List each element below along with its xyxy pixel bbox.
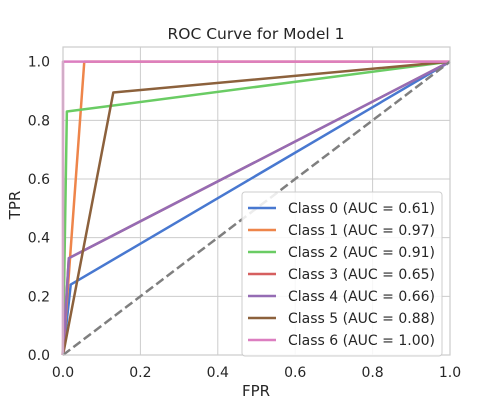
legend-label: Class 3 (AUC = 0.65) [288,267,435,283]
legend-box [241,191,443,357]
y-tick-label: 0.2 [28,289,50,305]
roc-curve-class-5 [61,60,451,356]
chart-title: ROC Curve for Model 1 [168,25,345,43]
legend-label: Class 6 (AUC = 1.00) [288,333,435,349]
x-tick-label: 0.0 [52,365,74,381]
x-tick-label: 0.8 [361,365,383,381]
y-tick-label: 0.4 [28,231,50,247]
y-tick-labels: 0.0 0.2 0.4 0.6 0.8 1.0 [28,55,50,364]
x-axis-label: FPR [242,382,270,400]
legend-label: Class 1 (AUC = 0.97) [288,223,435,239]
x-tick-label: 1.0 [439,365,461,381]
legend-label: Class 5 (AUC = 0.88) [288,311,435,327]
grid [62,47,451,356]
legend-label: Class 4 (AUC = 0.66) [288,289,435,305]
y-tick-label: 0.0 [28,348,50,364]
legend: Class 0 (AUC = 0.61) Class 1 (AUC = 0.97)… [241,191,443,357]
x-tick-label: 0.6 [284,365,306,381]
y-tick-label: 0.6 [28,172,50,188]
legend-label: Class 2 (AUC = 0.91) [288,245,435,261]
y-tick-label: 1.0 [28,55,50,71]
x-tick-labels: 0.0 0.2 0.4 0.6 0.8 1.0 [52,365,461,381]
x-tick-label: 0.2 [129,365,151,381]
y-tick-label: 0.8 [28,113,50,129]
y-axis-label: TPR [6,191,24,221]
roc-curve-class-2 [61,60,451,356]
roc-curve-class-4 [61,60,451,356]
x-tick-label: 0.4 [207,365,229,381]
legend-label: Class 0 (AUC = 0.61) [288,201,435,217]
